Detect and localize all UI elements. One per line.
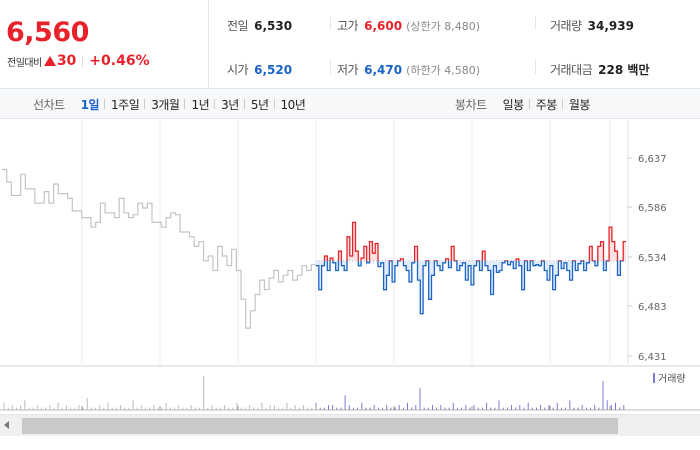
lower-limit-value: (하한가 4,580) — [406, 64, 480, 77]
open-stat: 시가 6,520 — [227, 61, 292, 78]
price-chart-svg: 6,637 6,586 6,534 6,483 6,431 거래량 — [0, 120, 700, 411]
high-value: 6,600 — [364, 19, 403, 33]
divider — [535, 60, 536, 74]
candle-daily[interactable]: 일봉 — [502, 97, 525, 112]
period-1year[interactable]: 1년 — [184, 96, 215, 113]
divider — [535, 16, 536, 30]
today-line-down — [316, 260, 624, 315]
high-stat: 고가 6,600 (상한가 8,480) — [337, 17, 480, 34]
price-stats: 전일 6,530 고가 6,600 (상한가 8,480) 거래량 34,939… — [210, 0, 700, 88]
period-1week[interactable]: 1주일 — [104, 96, 145, 113]
period-3month[interactable]: 3개월 — [144, 96, 185, 113]
period-toolbar: 선차트 1일 1주일 3개월 1년 3년 5년 10년 봉차트 일봉 주봉 월봉 — [0, 89, 700, 119]
candle-chart-periods: 봉차트 일봉 주봉 월봉 — [455, 89, 596, 119]
chart-scrollbar[interactable] — [0, 414, 700, 436]
change-value: 30 — [56, 53, 77, 69]
price-box: 6,560 전일대비 30 +0.46% — [0, 0, 209, 88]
prev-close-stat: 전일 6,530 — [227, 17, 292, 34]
volume-legend-label: 거래량 — [658, 373, 686, 385]
y-tick-label: 6,637 — [638, 154, 667, 165]
change-label: 전일대비 — [7, 57, 42, 69]
scroll-left-icon[interactable] — [4, 421, 9, 429]
prev-close-value: 6,530 — [254, 19, 293, 33]
amount-value: 228 백만 — [598, 63, 650, 77]
divider — [82, 55, 84, 67]
today-line-up — [323, 221, 626, 261]
divider — [330, 16, 331, 30]
upper-limit-value: (상한가 8,480) — [406, 20, 480, 33]
scroll-thumb[interactable] — [22, 418, 618, 434]
line-chart-periods: 선차트 1일 1주일 3개월 1년 3년 5년 10년 — [33, 89, 311, 119]
amount-stat: 거래대금 228 백만 — [550, 61, 649, 78]
candle-monthly[interactable]: 월봉 — [561, 96, 596, 113]
period-1day[interactable]: 1일 — [80, 97, 100, 112]
volume-legend-swatch — [653, 373, 655, 383]
period-5year[interactable]: 5년 — [243, 96, 275, 113]
low-stat: 저가 6,470 (하한가 4,580) — [337, 61, 480, 78]
y-tick-label: 6,431 — [638, 352, 667, 363]
previous-day-line — [2, 168, 317, 329]
stock-summary: 6,560 전일대비 30 +0.46% 전일 6,530 고가 6,600 (… — [0, 0, 700, 89]
y-tick-label: 6,483 — [638, 302, 667, 313]
open-label: 시가 — [227, 63, 249, 77]
candle-chart-title: 봉차트 — [455, 97, 487, 112]
change-row: 전일대비 30 +0.46% — [7, 53, 150, 69]
candle-weekly[interactable]: 주봉 — [528, 96, 563, 113]
volume-stat: 거래량 34,939 — [550, 17, 634, 34]
change-rate: +0.46% — [89, 53, 150, 69]
high-label: 고가 — [337, 19, 359, 33]
volume-value: 34,939 — [587, 19, 634, 33]
low-label: 저가 — [337, 63, 359, 77]
intraday-chart[interactable]: 6,637 6,586 6,534 6,483 6,431 거래량 — [0, 120, 700, 412]
up-arrow-icon — [43, 56, 56, 66]
today-area-down — [316, 260, 626, 314]
prev-close-label: 전일 — [227, 19, 249, 33]
period-3year[interactable]: 3년 — [214, 96, 245, 113]
period-10year[interactable]: 10년 — [273, 96, 312, 113]
line-chart-title: 선차트 — [33, 97, 65, 112]
amount-label: 거래대금 — [550, 63, 593, 77]
current-price: 6,560 — [6, 17, 89, 48]
y-tick-label: 6,534 — [638, 253, 667, 264]
y-tick-label: 6,586 — [638, 203, 667, 214]
volume-label: 거래량 — [550, 19, 582, 33]
low-value: 6,470 — [364, 63, 403, 77]
open-value: 6,520 — [254, 63, 293, 77]
today-area-up — [324, 222, 626, 261]
divider — [330, 60, 331, 74]
